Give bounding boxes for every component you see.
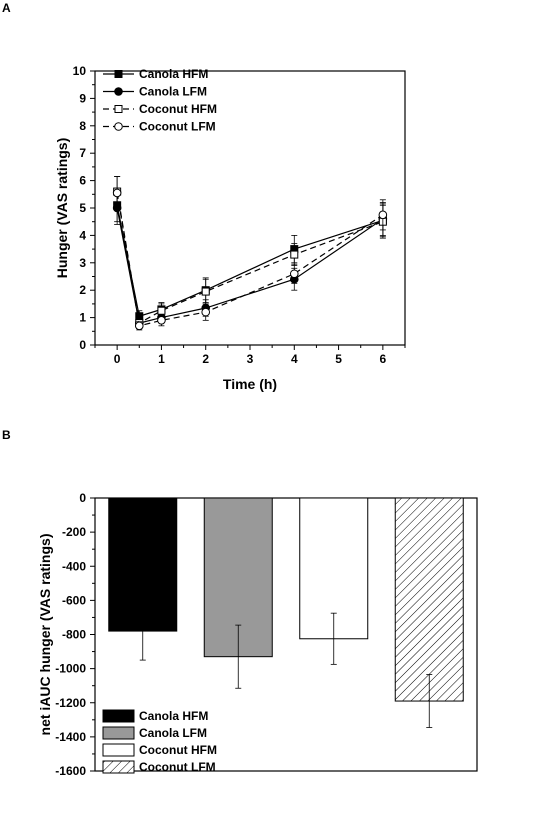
legend-swatch [102,760,135,774]
x-tick-label: 1 [158,352,165,366]
x-tick-label: 6 [380,352,387,366]
y-tick-label: 3 [79,256,86,270]
y-tick-label: -800 [62,628,86,642]
panel-label-b: B [2,428,11,442]
y-tick-label: -1400 [55,730,86,744]
legend-label: Canola HFM [139,709,208,723]
panel-label-a: A [2,1,11,15]
data-point [289,269,299,279]
data-point [157,316,166,325]
series-canola-hfm [113,188,387,323]
data-point [201,287,210,296]
y-tick-label: 9 [79,91,86,105]
series-canola-lfm [112,191,388,329]
y-tick-label: 4 [79,228,86,242]
y-tick-label: -1000 [55,662,86,676]
data-point [134,321,144,331]
y-tick-label: 0 [79,491,86,505]
y-tick-label: -1200 [55,696,86,710]
y-tick-label: 8 [79,119,86,133]
legend-marker [114,122,123,131]
legend-label: Canola LFM [139,85,207,99]
data-point [201,307,211,317]
bar-coconut-lfm [394,497,464,702]
series-coconut-hfm [113,176,387,329]
legend-swatch [102,743,135,757]
line-chart: 0 1 2 3 4 5 6 7 8 9 10 0 1 2 3 4 5 6 Time (h) Hunger (VAS r… [54,64,406,392]
legend-label: Coconut LFM [139,120,216,134]
data-point [290,250,299,259]
legend-label: Coconut HFM [139,102,217,116]
x-tick-label: 4 [291,352,298,366]
x-tick-label: 5 [335,352,342,366]
bar-chart: 0 -200 -400 -600 -800 -1000 -1200 -1400 -1600 net… [37,491,478,778]
y-tick-label: -1600 [55,764,86,778]
series-coconut-lfm [112,176,388,331]
y-axis-title: Hunger (VAS ratings) [54,138,70,279]
series-line [116,191,384,325]
y-tick-label: 1 [79,311,86,325]
legend: Canola HFM Canola LFM Coconut HFM Coconut L… [102,709,217,774]
y-axis-title: net iAUC hunger (VAS ratings) [37,534,53,736]
y-tick-label: -400 [62,559,86,573]
legend: Canola HFM Canola LFM Coconut HFM Coconut L… [103,67,217,134]
y-tick-label: 2 [79,283,86,297]
data-point [157,306,166,315]
legend-label: Canola HFM [139,67,208,81]
series-line [116,207,384,324]
legend-marker [114,87,123,96]
data-point [378,210,388,220]
x-axis-title: Time (h) [223,376,277,392]
series-line [116,205,384,317]
y-tick-label: 0 [79,338,86,352]
y-tick-label: 6 [79,174,86,188]
legend-label: Coconut HFM [139,743,217,757]
x-tick-label: 0 [114,352,121,366]
y-tick-label: 10 [73,64,87,78]
legend-label: Coconut LFM [139,760,216,774]
x-tick-label: 3 [247,352,254,366]
legend-swatch [102,709,135,723]
legend-label: Canola LFM [139,726,207,740]
y-tick-label: 7 [79,146,86,160]
x-tick-label: 2 [202,352,209,366]
legend-marker [114,70,123,78]
series-line [116,192,384,327]
legend-marker [114,105,123,113]
data-point [112,188,122,198]
y-tick-label: 5 [79,201,86,215]
y-tick-label: -600 [62,593,86,607]
y-tick-label: -200 [62,525,86,539]
legend-swatch [102,726,135,740]
